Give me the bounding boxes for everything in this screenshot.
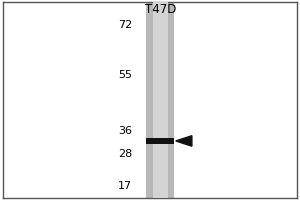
Polygon shape <box>176 136 192 146</box>
Bar <box>146 2 174 198</box>
Text: 36: 36 <box>118 126 132 136</box>
Text: T47D: T47D <box>145 3 176 16</box>
Bar <box>146 138 174 144</box>
Text: 55: 55 <box>118 70 132 80</box>
Text: 72: 72 <box>118 20 132 30</box>
Text: 28: 28 <box>118 149 132 159</box>
Text: 17: 17 <box>118 181 132 191</box>
Bar <box>153 2 168 198</box>
